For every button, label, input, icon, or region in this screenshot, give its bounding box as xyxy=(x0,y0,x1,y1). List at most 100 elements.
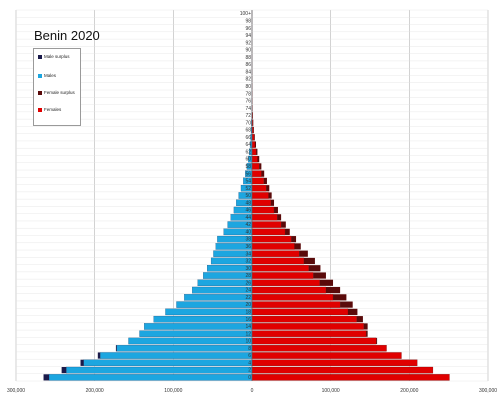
bar-females xyxy=(251,359,418,367)
age-tick-label: 44 xyxy=(245,215,251,221)
bar-females xyxy=(251,272,314,279)
age-tick-label: 74 xyxy=(245,106,251,112)
bar-female-surplus xyxy=(254,141,257,148)
age-tick-label: 42 xyxy=(245,222,251,228)
bar-males xyxy=(176,301,253,308)
bar-male-surplus xyxy=(43,374,50,381)
age-tick-label: 24 xyxy=(245,288,251,294)
age-tick-label: 100+ xyxy=(240,11,251,17)
bar-males xyxy=(116,345,253,352)
bar-females xyxy=(251,315,357,323)
bar-females xyxy=(251,235,292,243)
age-tick-label: 54 xyxy=(245,179,251,185)
age-tick-label: 28 xyxy=(245,273,251,279)
bar-female-surplus xyxy=(281,221,286,228)
bar-female-surplus xyxy=(313,272,326,279)
bar-female-surplus xyxy=(376,337,378,345)
bar-males xyxy=(192,286,253,294)
age-tick-label: 8 xyxy=(248,346,251,352)
bar-females xyxy=(251,177,264,185)
bar-female-surplus xyxy=(356,316,363,323)
bar-male-surplus xyxy=(97,352,101,359)
x-tick-label: 300,000 xyxy=(479,388,497,394)
bar-female-surplus xyxy=(294,243,301,250)
bar-males xyxy=(128,337,253,345)
bar-females xyxy=(251,352,402,359)
bar-female-surplus xyxy=(261,170,265,177)
bar-males xyxy=(66,366,253,374)
legend-item-male-surplus: Male surplus xyxy=(38,54,70,59)
bar-female-surplus xyxy=(285,228,290,235)
bar-female-surplus xyxy=(254,134,255,141)
bar-female-surplus xyxy=(319,279,334,286)
bar-female-surplus xyxy=(256,148,258,155)
bar-females xyxy=(251,265,309,272)
bar-males xyxy=(184,294,253,301)
age-tick-label: 36 xyxy=(245,244,251,250)
bar-female-surplus xyxy=(259,163,262,170)
chart-title: Benin 2020 xyxy=(34,28,100,43)
bar-females xyxy=(251,199,272,206)
bar-female-surplus xyxy=(257,156,260,163)
bar-females xyxy=(251,221,282,228)
bar-males xyxy=(100,352,253,359)
legend-item-females: Females xyxy=(38,107,61,112)
bar-female-surplus xyxy=(277,214,282,221)
age-tick-label: 4 xyxy=(248,360,251,366)
bar-female-surplus xyxy=(363,323,368,330)
bar-females xyxy=(251,250,300,257)
bar-females xyxy=(251,214,278,221)
age-tick-label: 46 xyxy=(245,208,251,214)
bar-female-surplus xyxy=(303,257,315,265)
bar-females xyxy=(251,330,367,337)
x-tick-label: 0 xyxy=(251,388,254,394)
bar-females xyxy=(251,308,349,316)
bar-male-surplus xyxy=(80,359,84,366)
bar-females xyxy=(251,286,327,294)
age-tick-label: 50 xyxy=(245,193,251,199)
bar-female-surplus xyxy=(263,177,267,185)
age-tick-label: 38 xyxy=(245,237,251,243)
bar-females xyxy=(251,170,262,177)
age-tick-label: 20 xyxy=(245,302,251,308)
age-tick-label: 6 xyxy=(248,353,251,359)
age-tick-label: 34 xyxy=(245,251,251,257)
bar-males xyxy=(139,330,253,337)
age-tick-label: 14 xyxy=(245,324,251,330)
bar-females xyxy=(251,294,334,301)
bar-female-surplus xyxy=(299,250,308,257)
bar-females xyxy=(251,345,387,352)
legend-label-male-surplus: Male surplus xyxy=(44,54,70,59)
bar-female-surplus xyxy=(308,265,321,272)
x-tick-label: 100,000 xyxy=(322,388,340,394)
age-tick-label: 16 xyxy=(245,317,251,323)
bar-females xyxy=(251,366,434,374)
legend-swatch-females xyxy=(38,107,42,112)
bar-females xyxy=(251,301,341,308)
age-tick-label: 90 xyxy=(245,48,251,54)
axis-layer: 100+989694929088868482807876747270686664… xyxy=(7,10,497,394)
bar-female-surplus xyxy=(291,236,297,243)
age-tick-label: 30 xyxy=(245,266,251,272)
bar-females xyxy=(251,163,260,170)
age-tick-label: 56 xyxy=(245,171,251,177)
bar-males xyxy=(144,323,253,330)
age-tick-label: 18 xyxy=(245,309,251,315)
legend-swatch-male-surplus xyxy=(38,54,42,59)
age-tick-label: 92 xyxy=(245,40,251,46)
bar-layer xyxy=(43,10,450,381)
age-tick-label: 26 xyxy=(245,280,251,286)
age-tick-label: 48 xyxy=(245,200,251,206)
bar-female-surplus xyxy=(366,330,368,337)
bar-female-surplus xyxy=(340,301,353,308)
age-tick-label: 76 xyxy=(245,99,251,105)
age-tick-label: 58 xyxy=(245,164,251,170)
age-tick-label: 62 xyxy=(245,149,251,155)
legend: Male surplus Males Female surplus Female… xyxy=(33,48,81,126)
bar-females xyxy=(251,323,364,330)
x-tick-label: 100,000 xyxy=(164,388,182,394)
legend-item-males: Males xyxy=(38,73,56,78)
age-tick-label: 84 xyxy=(245,69,251,75)
bar-female-surplus xyxy=(333,294,347,301)
